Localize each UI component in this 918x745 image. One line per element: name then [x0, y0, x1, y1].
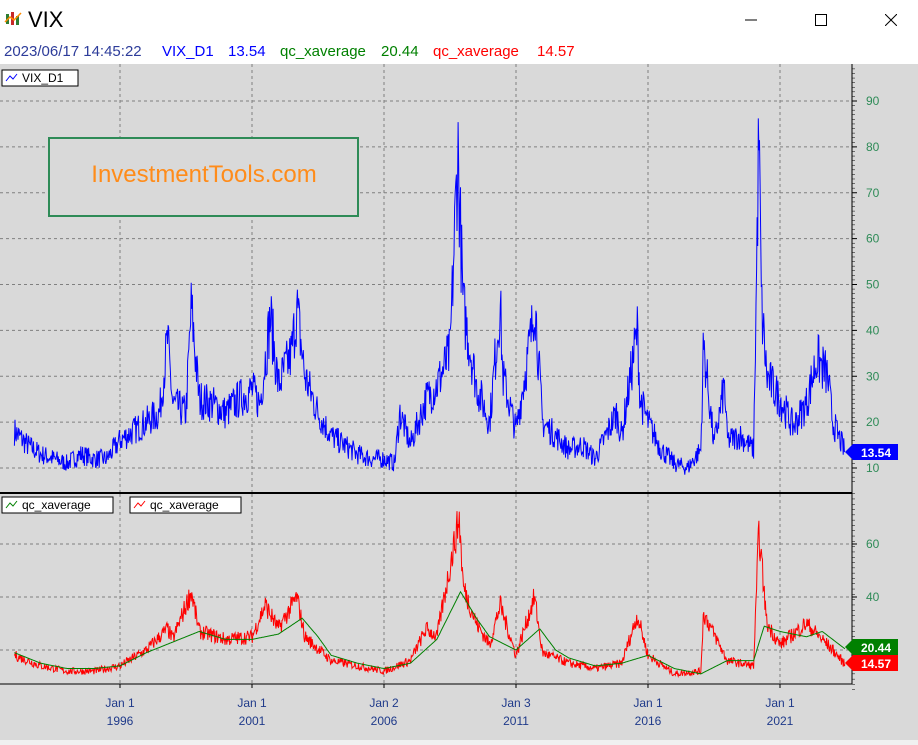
x-tick-label-year: 2016: [635, 714, 662, 728]
lower-legend-green: qc_xaverage: [1, 496, 114, 514]
last-value-vix-text: 13.54: [861, 446, 891, 460]
x-tick-label-year: 2011: [503, 714, 529, 728]
info-vix-name: VIX_D1: [162, 43, 214, 60]
chart-app-icon: [4, 10, 22, 28]
upper-y-tick-label: 50: [866, 278, 880, 292]
grid-layer: [0, 64, 852, 684]
lower-y-tick-label: 60: [866, 537, 880, 551]
series-layer: [13, 118, 846, 678]
x-tick-label-year: 1996: [107, 714, 134, 728]
bottom-axis-bg: [0, 684, 918, 740]
upper-panel-bg: [0, 64, 852, 492]
upper-y-tick-label: 40: [866, 323, 880, 337]
x-tick-label-date: Jan 1: [633, 696, 663, 710]
info-avg-red-value: 14.57: [537, 43, 575, 60]
avg-green-series-line: [14, 590, 846, 675]
last-value-red-text: 14.57: [861, 657, 891, 671]
x-tick-label-date: Jan 2: [369, 696, 399, 710]
maximize-icon: [815, 14, 827, 26]
maximize-button[interactable]: [798, 4, 844, 36]
quote-info-bar: 2023/06/17 14:45:22 VIX_D1 13.54 qc_xave…: [0, 40, 918, 64]
upper-y-tick-label: 80: [866, 140, 880, 154]
info-timestamp: 2023/06/17 14:45:22: [4, 43, 142, 60]
last-value-green: 20.44: [845, 639, 898, 655]
vix-series-line: [13, 118, 846, 475]
x-tick-label-date: Jan 3: [501, 696, 531, 710]
avg-red-series-line: [13, 511, 846, 678]
lower-y-tick-label: 40: [866, 590, 880, 604]
legend-green-line-icon: [5, 500, 18, 509]
x-tick-label-date: Jan 1: [237, 696, 267, 710]
chart-svg[interactable]: Jan 1 1996 Jan 1 2001 Jan 2 2006 Jan 3 2011 Jan …: [0, 64, 918, 740]
chart-area[interactable]: Jan 1 1996 Jan 1 2001 Jan 2 2006 Jan 3 2011 Jan …: [0, 64, 918, 740]
info-vix-value: 13.54: [228, 43, 266, 60]
x-tick-label-date: Jan 1: [105, 696, 135, 710]
upper-y-tick-label: 10: [866, 461, 880, 475]
x-tick-label-year: 2006: [371, 714, 398, 728]
close-icon: [885, 14, 897, 26]
minimize-icon: [745, 19, 757, 21]
upper-y-tick-label: 70: [866, 186, 880, 200]
upper-legend: VIX_D1: [1, 69, 79, 87]
legend-vix-label: VIX_D1: [22, 71, 64, 85]
legend-red-line-icon: [133, 500, 146, 509]
lower-legend-red: qc_xaverage: [129, 496, 242, 514]
watermark: InvestmentTools.com: [48, 137, 359, 217]
x-tick-label-date: Jan 1: [765, 696, 795, 710]
info-avg-green-value: 20.44: [381, 43, 419, 60]
last-value-vix: 13.54: [845, 444, 898, 460]
upper-y-tick-label: 90: [866, 94, 880, 108]
window-title: VIX: [28, 7, 64, 32]
upper-y-tick-label: 60: [866, 232, 880, 246]
watermark-text: InvestmentTools.com: [91, 161, 316, 188]
legend-green-label: qc_xaverage: [22, 498, 91, 512]
upper-y-tick-label: 30: [866, 369, 880, 383]
x-tick-label-year: 2001: [239, 714, 266, 728]
legend-vix-line-icon: [5, 73, 18, 82]
legend-red-label: qc_xaverage: [150, 498, 219, 512]
right-axis-bg: [852, 64, 918, 684]
info-avg-green-name: qc_xaverage: [280, 43, 366, 60]
last-value-green-text: 20.44: [861, 641, 891, 655]
close-button[interactable]: [868, 4, 914, 36]
window-titlebar: VIX: [0, 0, 918, 40]
upper-y-tick-label: 20: [866, 415, 880, 429]
minimize-button[interactable]: [728, 4, 774, 36]
x-tick-label-year: 2021: [767, 714, 794, 728]
last-value-red: 14.57: [845, 655, 898, 671]
axis-layer: Jan 1 1996 Jan 1 2001 Jan 2 2006 Jan 3 2011 Jan …: [105, 68, 880, 728]
info-avg-red-name: qc_xaverage: [433, 43, 519, 60]
